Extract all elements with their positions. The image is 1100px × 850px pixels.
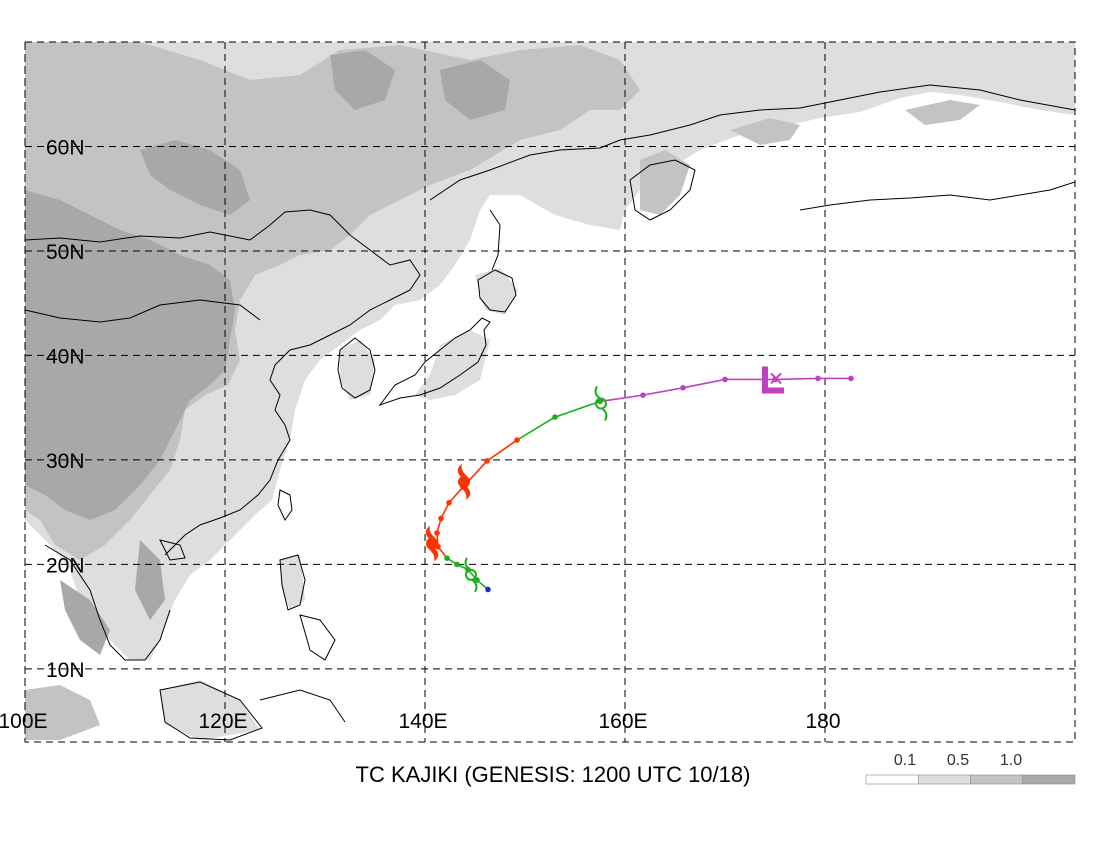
extratropical-low-icon <box>762 366 784 394</box>
track-point <box>446 499 452 506</box>
storm-symbols <box>425 366 784 593</box>
legend-label-1-0: 1.0 <box>1000 752 1022 769</box>
track-point <box>722 376 728 383</box>
track-point <box>815 375 821 382</box>
track-segment <box>516 416 556 441</box>
tropical-storm-icon <box>594 385 608 421</box>
track-point <box>552 414 558 420</box>
latitude-label: 30N <box>46 450 85 473</box>
track-point <box>640 392 646 398</box>
track-segment <box>642 387 684 396</box>
legend-swatch <box>970 774 1024 785</box>
track-point <box>680 385 686 391</box>
track-point <box>848 375 854 382</box>
legend-label-0-1: 0.1 <box>894 752 916 769</box>
map-title: TC KAJIKI (GENESIS: 1200 UTC 10/18) <box>356 762 751 787</box>
coastlines <box>25 84 1075 741</box>
latitude-label: 20N <box>46 554 85 577</box>
typhoon-icon <box>425 525 439 562</box>
track-segment <box>448 486 464 504</box>
legend-swatch <box>917 774 971 785</box>
storm-track <box>434 375 854 593</box>
latitude-label: 10N <box>46 659 85 682</box>
longitude-label: 160E <box>598 710 647 733</box>
longitude-label: 140E <box>398 710 447 733</box>
track-point <box>438 515 444 522</box>
longitude-labels: 100E 120E 140E 160E 180 <box>0 710 841 733</box>
latitude-label: 60N <box>46 136 85 159</box>
longitude-label: 100E <box>0 710 48 733</box>
track-point <box>514 437 520 443</box>
elevation-legend: 0.1 0.5 1.0 <box>865 752 1076 785</box>
legend-color-bar <box>865 774 1076 785</box>
track-segment <box>486 439 518 462</box>
track-segment <box>440 502 450 519</box>
terrain-shading <box>25 42 1075 740</box>
legend-label-0-5: 0.5 <box>947 752 969 769</box>
graticule <box>24 41 1076 743</box>
dissipation-x-icon <box>770 372 782 385</box>
track-segment <box>554 400 601 418</box>
track-point <box>485 586 491 593</box>
track-point <box>454 561 460 568</box>
typhoon-icon <box>457 463 471 500</box>
legend-swatch <box>865 774 919 785</box>
longitude-label: 120E <box>198 710 247 733</box>
legend-swatch <box>1022 774 1076 785</box>
track-point <box>484 458 490 464</box>
latitude-labels: 60N 50N 40N 30N 20N 10N <box>46 136 85 681</box>
track-point <box>434 530 440 536</box>
track-segment <box>774 377 819 381</box>
track-segment <box>682 378 726 389</box>
track-point <box>444 555 450 561</box>
longitude-label: 180 <box>805 710 840 733</box>
latitude-label: 50N <box>46 241 85 264</box>
track-segment <box>599 394 644 403</box>
latitude-label: 40N <box>46 345 85 368</box>
tropical-storm-icon <box>464 557 478 593</box>
